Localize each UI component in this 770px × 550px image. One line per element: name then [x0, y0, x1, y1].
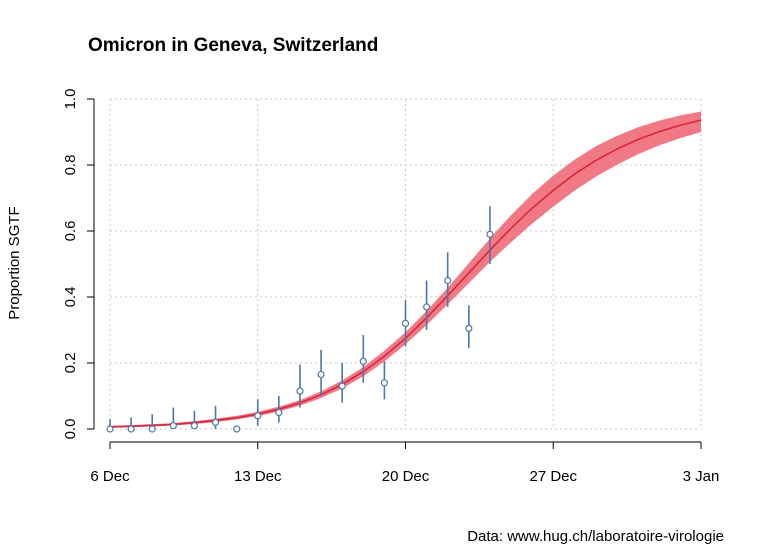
y-tick-label-0: 0.0	[62, 419, 79, 440]
data-point-8	[275, 408, 283, 417]
data-point-12	[359, 357, 367, 365]
y-tick-label-1: 0.2	[62, 353, 79, 374]
x-tick-label-3: 27 Dec	[529, 468, 577, 485]
data-point-15	[423, 303, 431, 311]
axes: 6 Dec 13 Dec 20 Dec 27 Dec 3 Jan 0.0 0.2 0.4 0.6…	[62, 89, 719, 485]
data-point-2	[148, 425, 156, 433]
data-point-3	[169, 422, 177, 430]
x-tick-label-4: 3 Jan	[683, 468, 720, 485]
data-point-1	[127, 425, 135, 433]
data-point-16	[444, 276, 452, 285]
data-point-10	[317, 370, 325, 379]
data-point-4	[190, 422, 199, 430]
y-tick-label-5: 1.0	[62, 89, 79, 110]
data-point-17	[465, 324, 473, 332]
x-tick-label-1: 13 Dec	[234, 468, 282, 485]
grid	[109, 98, 702, 430]
y-tick-label-2: 0.4	[62, 287, 79, 308]
y-tick-label-4: 0.8	[62, 155, 79, 176]
data-point-6	[233, 425, 241, 433]
data-point-13	[380, 379, 388, 387]
source-note: Data: www.hug.ch/laboratoire-virologie	[467, 528, 724, 545]
data-point-18	[486, 230, 494, 238]
data-point-0	[106, 425, 114, 433]
data-point-7	[254, 412, 262, 420]
y-tick-label-3: 0.6	[62, 221, 79, 242]
x-tick-label-2: 20 Dec	[382, 468, 430, 485]
data-point-5	[211, 418, 220, 426]
points-layer	[106, 206, 494, 433]
chart-title: Omicron in Geneva, Switzerland	[88, 35, 378, 56]
x-tick-label-0: 6 Dec	[90, 468, 130, 485]
data-point-11	[338, 382, 346, 390]
data-point-14	[401, 319, 410, 327]
y-axis-title: Proportion SGTF	[6, 206, 23, 319]
data-point-9	[296, 387, 304, 395]
